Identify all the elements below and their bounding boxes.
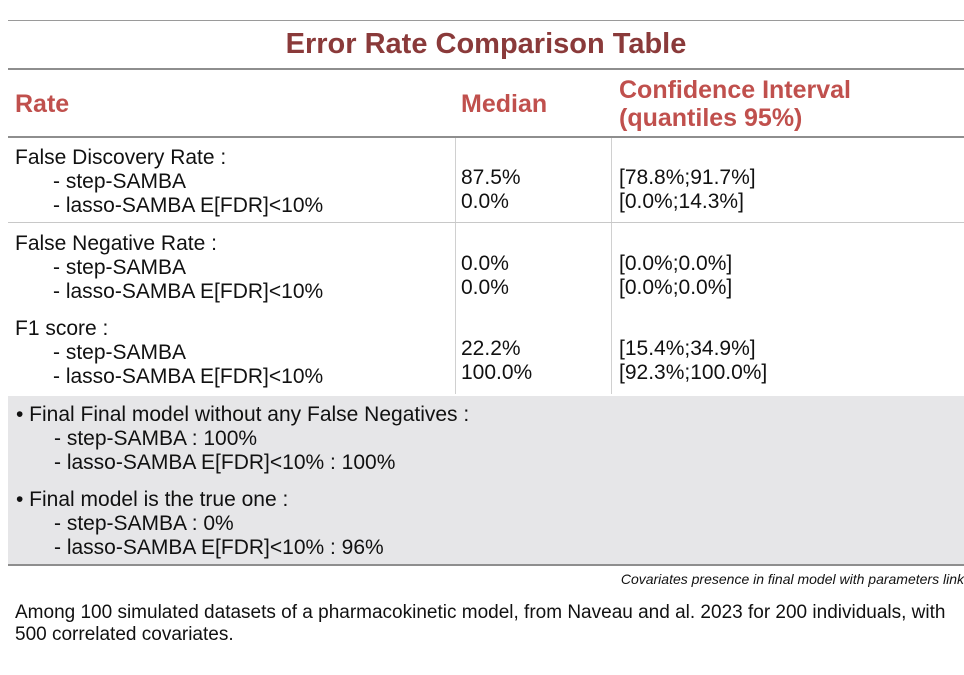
column-divider-interval [611, 138, 612, 394]
median-step-samba: 0.0% [461, 252, 509, 275]
median-cell-fnr: 0.0% 0.0% [461, 252, 509, 300]
table-caption: Covariates presence in final model with … [620, 571, 964, 587]
interval-step-samba: [78.8%;91.7%] [619, 166, 756, 189]
method-step-samba: - step-SAMBA [53, 256, 187, 279]
table-row-false-discovery-rate: False Discovery Rate : - step-SAMBA - la… [15, 146, 323, 218]
footnote: Among 100 simulated datasets of a pharma… [15, 602, 946, 645]
table-row-false-negative-rate: False Negative Rate : - step-SAMBA - las… [15, 232, 323, 304]
summary-line-lasso-samba: - lasso-SAMBA E[FDR]<10% : 96% [54, 536, 384, 559]
summary-line-step-samba: - step-SAMBA : 100% [54, 427, 258, 450]
interval-cell-fnr: [0.0%;0.0%] [0.0%;0.0%] [619, 252, 732, 300]
method-step-samba: - step-SAMBA [53, 341, 187, 364]
row-label: F1 score : [15, 317, 109, 340]
row-divider [8, 222, 964, 223]
median-lasso-samba: 0.0% [461, 276, 509, 299]
header-ci-line1: Confidence Interval [619, 76, 851, 104]
table-row-f1-score: F1 score : - step-SAMBA - lasso-SAMBA E[… [15, 317, 323, 389]
summary-no-false-negatives: • Final Final model without any False Ne… [16, 403, 469, 475]
table-title: Error Rate Comparison Table [285, 28, 687, 60]
summary-heading: • Final model is the true one : [16, 488, 289, 511]
interval-cell-fdr: [78.8%;91.7%] [0.0%;14.3%] [619, 166, 756, 214]
header-median: Median [461, 90, 548, 118]
header-top-rule [8, 68, 964, 70]
median-step-samba: 22.2% [461, 337, 521, 360]
median-step-samba: 87.5% [461, 166, 521, 189]
column-divider-median [455, 138, 456, 394]
row-label: False Discovery Rate : [15, 146, 227, 169]
summary-true-model: • Final model is the true one : - step-S… [16, 488, 384, 560]
method-lasso-samba: - lasso-SAMBA E[FDR]<10% [53, 194, 324, 217]
top-rule [8, 20, 964, 21]
median-lasso-samba: 0.0% [461, 190, 509, 213]
summary-line-lasso-samba: - lasso-SAMBA E[FDR]<10% : 100% [54, 451, 396, 474]
interval-step-samba: [0.0%;0.0%] [619, 252, 733, 275]
median-lasso-samba: 100.0% [461, 361, 533, 384]
interval-lasso-samba: [0.0%;0.0%] [619, 276, 733, 299]
header-rate: Rate [15, 90, 70, 118]
row-label: False Negative Rate : [15, 232, 217, 255]
interval-lasso-samba: [92.3%;100.0%] [619, 361, 768, 384]
interval-lasso-samba: [0.0%;14.3%] [619, 190, 744, 213]
median-cell-fdr: 87.5% 0.0% [461, 166, 521, 214]
header-ci-line2: (quantiles 95%) [619, 104, 803, 132]
method-lasso-samba: - lasso-SAMBA E[FDR]<10% [53, 280, 324, 303]
median-cell-f1: 22.2% 100.0% [461, 337, 532, 385]
interval-step-samba: [15.4%;34.9%] [619, 337, 756, 360]
summary-line-step-samba: - step-SAMBA : 0% [54, 512, 234, 535]
summary-heading: • Final Final model without any False Ne… [16, 403, 470, 426]
header-bottom-rule [8, 136, 964, 138]
header-confidence-interval: Confidence Interval (quantiles 95%) [619, 76, 851, 132]
method-lasso-samba: - lasso-SAMBA E[FDR]<10% [53, 365, 324, 388]
interval-cell-f1: [15.4%;34.9%] [92.3%;100.0%] [619, 337, 767, 385]
summary-panel [8, 396, 964, 564]
table-bottom-rule [8, 564, 964, 566]
method-step-samba: - step-SAMBA [53, 170, 187, 193]
